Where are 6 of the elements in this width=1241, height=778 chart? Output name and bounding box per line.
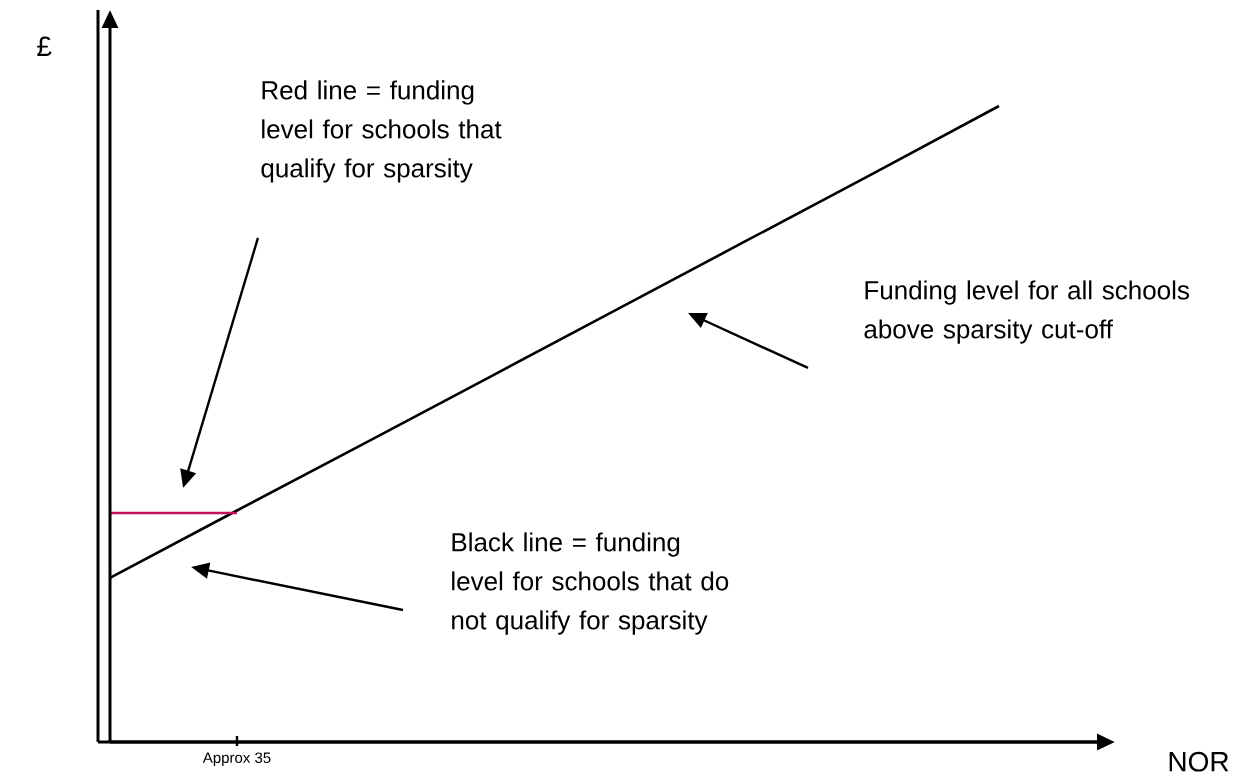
annotation: Red line = funding level for schools that qualify for sparsity xyxy=(261,80,502,183)
annotation: Funding level for all schools above sparsity cut-off xyxy=(864,280,1189,344)
annotation: Black line = funding level for schools that do not qualify for sparsity xyxy=(452,532,729,635)
y-axis-title: £ xyxy=(37,36,52,56)
text: Approx 35 xyxy=(202,752,271,766)
x-axis-title: NOR xyxy=(1169,751,1229,772)
